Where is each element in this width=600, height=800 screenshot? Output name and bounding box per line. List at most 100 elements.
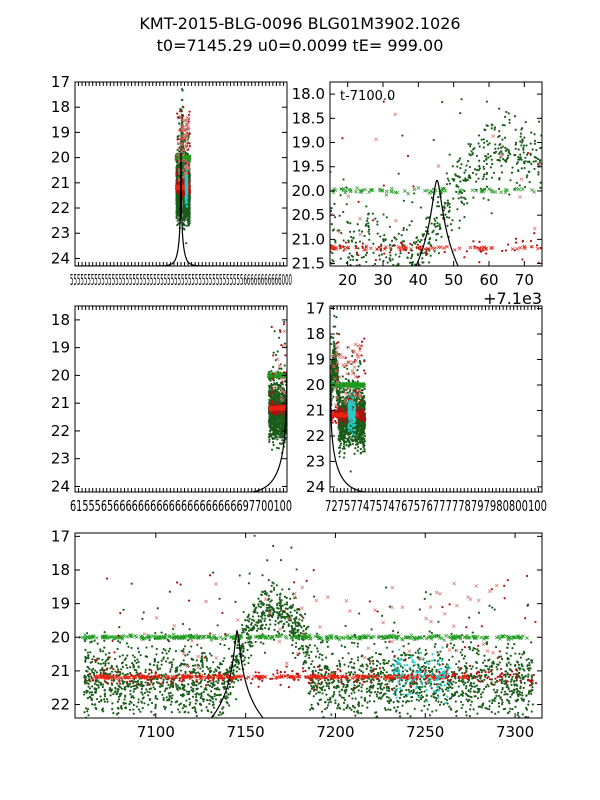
data-point — [519, 135, 522, 138]
data-point — [274, 353, 278, 357]
data-point — [342, 178, 345, 181]
data-point-x — [402, 189, 407, 193]
data-point — [331, 258, 334, 262]
data-point — [482, 138, 485, 141]
data-point — [429, 243, 432, 246]
data-point — [393, 244, 396, 247]
data-point — [366, 273, 368, 275]
data-point-x — [490, 246, 495, 250]
data-point — [450, 229, 453, 232]
data-point — [434, 225, 437, 228]
data-point — [183, 217, 186, 220]
data-point — [176, 135, 179, 139]
data-point — [331, 251, 334, 255]
data-point-x — [458, 188, 462, 192]
data-point — [350, 235, 353, 239]
data-point-x — [384, 193, 389, 197]
data-point — [528, 181, 531, 184]
data-point-x — [430, 246, 434, 250]
data-point — [507, 243, 510, 246]
data-point-x — [515, 246, 520, 251]
data-point-x — [452, 248, 457, 252]
data-point — [408, 224, 411, 227]
data-point — [365, 272, 367, 274]
data-point — [443, 205, 446, 208]
data-point — [416, 253, 419, 256]
data-point — [490, 212, 493, 215]
data-point — [436, 201, 440, 204]
data-point — [440, 213, 443, 216]
data-point-x — [332, 246, 337, 251]
data-point — [382, 213, 385, 216]
data-point-x — [330, 246, 333, 250]
data-point — [471, 153, 474, 156]
data-point — [337, 268, 339, 270]
data-point — [458, 219, 461, 222]
data-point — [360, 230, 364, 233]
data-point — [535, 156, 538, 159]
data-point — [487, 152, 490, 156]
data-point — [405, 228, 408, 231]
data-point — [354, 293, 356, 295]
data-point — [411, 253, 414, 256]
data-point — [460, 98, 463, 101]
x-tick-label: 30 — [373, 271, 392, 289]
data-point — [354, 241, 358, 244]
x-tick-label: 60 — [479, 271, 498, 289]
data-point — [485, 185, 489, 188]
data-point — [386, 261, 389, 264]
data-point — [470, 150, 473, 153]
data-point-x — [181, 118, 185, 123]
data-point — [522, 146, 525, 149]
data-point — [463, 256, 466, 259]
data-point — [175, 209, 178, 213]
data-point — [184, 196, 187, 200]
data-point — [487, 156, 490, 159]
data-point — [384, 238, 387, 241]
data-point — [437, 252, 441, 255]
data-point — [180, 88, 184, 91]
data-point — [515, 181, 519, 185]
data-point — [411, 201, 414, 204]
data-point — [419, 240, 422, 244]
data-point — [500, 171, 504, 174]
data-point — [493, 128, 496, 131]
data-point — [478, 167, 481, 170]
data-point — [507, 58, 509, 60]
data-point — [185, 204, 188, 207]
data-point — [182, 222, 185, 225]
data-point-x — [518, 245, 523, 250]
data-point — [427, 261, 431, 264]
data-point — [186, 217, 190, 221]
data-point-x — [364, 247, 368, 252]
data-point-x — [176, 153, 181, 158]
data-point — [183, 219, 186, 222]
data-point-x — [185, 123, 189, 127]
data-point — [475, 173, 478, 176]
data-point — [502, 157, 505, 161]
data-point-x — [182, 136, 187, 140]
data-point — [435, 239, 438, 242]
data-point — [486, 143, 490, 146]
data-point — [389, 303, 391, 305]
data-point — [446, 224, 449, 227]
data-point — [458, 226, 461, 230]
data-point — [426, 216, 429, 219]
data-point — [501, 1, 503, 3]
data-point — [355, 258, 358, 262]
data-point — [478, 164, 481, 168]
data-point — [358, 263, 361, 266]
data-point — [408, 299, 410, 301]
data-point — [350, 239, 353, 242]
y-tick-label: 18.5 — [292, 109, 325, 127]
data-point — [431, 231, 434, 234]
data-point — [483, 160, 486, 163]
data-point — [503, 115, 507, 118]
data-point — [367, 230, 370, 233]
data-point — [464, 177, 467, 180]
data-point-x — [482, 188, 487, 192]
data-point — [484, 30, 486, 32]
data-point — [363, 285, 365, 287]
data-point — [457, 185, 460, 188]
data-point — [473, 147, 476, 150]
